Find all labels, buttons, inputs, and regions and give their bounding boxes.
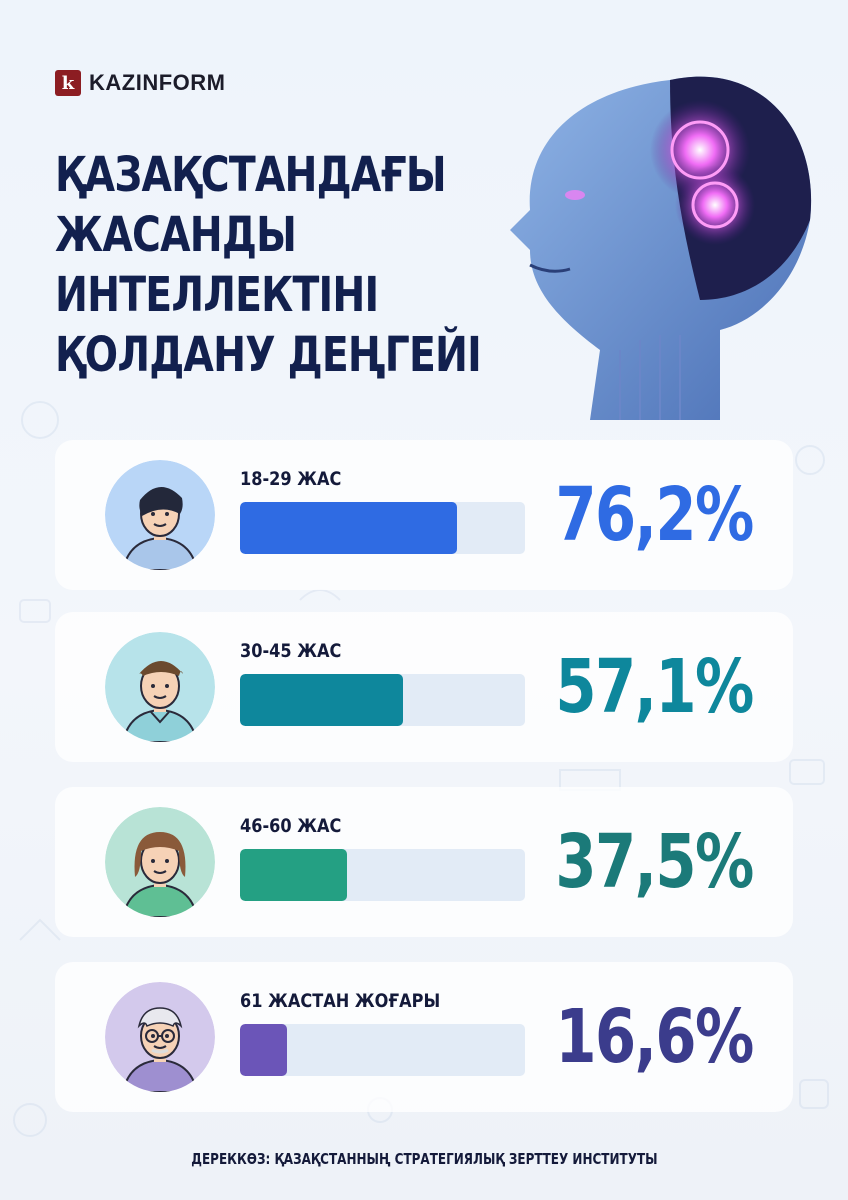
age-group-card: 61 ЖАСТАН ЖОҒАРЫ 16,6% [55,962,793,1112]
bar-track [240,674,525,726]
bar-track [240,849,525,901]
title-line: ЖАСАНДЫ [55,207,297,263]
ai-robot-head-illustration [510,76,812,420]
bar-fill [240,1024,288,1076]
value-label: 57,1% [555,644,755,730]
source-text: ДЕРЕККӨЗ: ҚАЗАҚСТАННЫҢ СТРАТЕГИЯЛЫҚ ЗЕРТ… [190,1150,658,1168]
title-line: ИНТЕЛЛЕКТІНІ [55,267,379,323]
age-group-label: 30-45 ЖАС [240,640,342,662]
bar-fill [240,502,458,554]
age-group-label: 61 ЖАСТАН ЖОҒАРЫ [240,990,441,1012]
young-man-avatar-icon [105,460,215,570]
man-avatar-icon [105,632,215,742]
value-label: 16,6% [555,994,755,1080]
source-note: ДЕРЕККӨЗ: ҚАЗАҚСТАННЫҢ СТРАТЕГИЯЛЫҚ ЗЕРТ… [0,1150,848,1169]
page-title: ҚАЗАҚСТАНДАҒЫ ЖАСАНДЫ ИНТЕЛЛЕКТІНІ ҚОЛДА… [55,145,495,385]
elderly-man-avatar-icon [105,982,215,1092]
age-group-label: 46-60 ЖАС [240,815,342,837]
logo-mark-icon: k [55,70,81,96]
title-line: ҚАЗАҚСТАНДАҒЫ [55,147,447,203]
logo-text: KAZINFORM [89,70,226,95]
age-group-card: 46-60 ЖАС 37,5% [55,787,793,937]
woman-avatar-icon [105,807,215,917]
value-label: 37,5% [555,819,755,905]
kazinform-logo: k KAZINFORM [55,70,225,96]
bar-fill [240,849,347,901]
bar-track [240,1024,525,1076]
bar-fill [240,674,403,726]
bar-track [240,502,525,554]
title-line: ҚОЛДАНУ ДЕҢГЕЙІ [55,327,482,383]
age-group-card: 18-29 ЖАС 76,2% [55,440,793,590]
value-label: 76,2% [555,472,755,558]
age-group-label: 18-29 ЖАС [240,468,342,490]
age-group-card: 30-45 ЖАС 57,1% [55,612,793,762]
